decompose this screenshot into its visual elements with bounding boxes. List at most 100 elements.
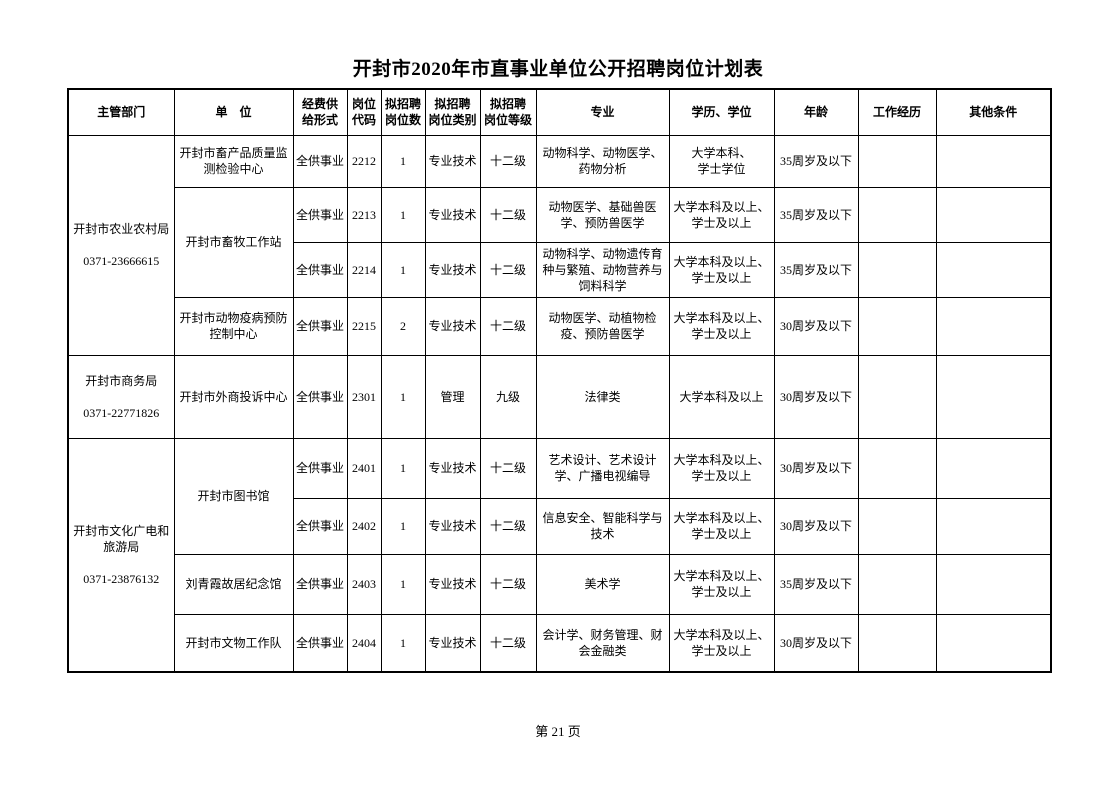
- unit-cell: 开封市畜产品质量监测检验中心: [173, 134, 294, 188]
- funding-cell: 全供事业: [292, 296, 348, 356]
- table-row: 开封市商务局 0371-22771826 开封市外商投诉中心 全供事业 2301…: [67, 354, 1052, 439]
- code-cell: 2301: [346, 354, 382, 439]
- experience-cell: [857, 553, 937, 615]
- major-cell: 动物科学、动物遗传育种与繁殖、动物营养与饲料科学: [535, 241, 670, 298]
- funding-cell: 全供事业: [292, 241, 348, 298]
- age-cell: 35周岁及以下: [773, 134, 859, 188]
- funding-cell: 全供事业: [292, 134, 348, 188]
- col-header-grade: 拟招聘 岗位等级: [479, 88, 537, 136]
- code-cell: 2214: [346, 241, 382, 298]
- major-cell: 动物医学、动植物检疫、预防兽医学: [535, 296, 670, 356]
- other-cell: [935, 497, 1052, 555]
- funding-cell: 全供事业: [292, 186, 348, 243]
- code-cell: 2402: [346, 497, 382, 555]
- count-cell: 1: [380, 241, 426, 298]
- grade-cell: 十二级: [479, 613, 537, 673]
- education-cell: 大学本科及以上: [668, 354, 775, 439]
- experience-cell: [857, 497, 937, 555]
- table-row: 刘青霞故居纪念馆 全供事业 2403 1 专业技术 十二级 美术学 大学本科及以…: [68, 553, 1052, 615]
- table-row: 开封市畜牧工作站 全供事业 2213 1 专业技术 十二级 动物医学、基础兽医学…: [68, 186, 1052, 298]
- recruitment-plan-table: 主管部门 单 位 经费供 给形式 岗位 代码 拟招聘 岗位数 拟招聘 岗位类别 …: [67, 88, 1052, 673]
- code-cell: 2401: [346, 437, 382, 499]
- col-header-count: 拟招聘 岗位数: [380, 88, 426, 136]
- other-cell: [935, 613, 1052, 673]
- other-cell: [935, 186, 1052, 243]
- count-cell: 1: [380, 553, 426, 615]
- col-header-code: 岗位 代码: [346, 88, 382, 136]
- funding-cell: 全供事业: [292, 354, 348, 439]
- grade-cell: 九级: [479, 354, 537, 439]
- grade-cell: 十二级: [479, 497, 537, 555]
- grade-cell: 十二级: [479, 553, 537, 615]
- category-cell: 专业技术: [424, 437, 481, 499]
- table-row: 开封市文化广电和旅游局 0371-23876132 开封市图书馆 全供事业 24…: [67, 437, 1052, 673]
- dept-cell: 开封市商务局 0371-22771826: [67, 354, 175, 439]
- dept-name: 开封市商务局: [85, 373, 158, 388]
- col-header-education: 学历、学位: [668, 88, 775, 136]
- education-cell: 大学本科及以上、学士及以上: [668, 186, 775, 243]
- education-cell: 大学本科及以上、学士及以上: [668, 497, 775, 555]
- experience-cell: [857, 134, 937, 188]
- age-cell: 35周岁及以下: [773, 241, 859, 298]
- age-cell: 35周岁及以下: [773, 553, 859, 615]
- code-cell: 2404: [346, 613, 382, 673]
- unit-cell: 开封市外商投诉中心: [173, 354, 294, 439]
- count-cell: 2: [380, 296, 426, 356]
- experience-cell: [857, 241, 937, 298]
- experience-cell: [857, 354, 937, 439]
- page-title: 开封市2020年市直事业单位公开招聘岗位计划表: [352, 59, 764, 80]
- col-header-funding: 经费供 给形式: [292, 88, 348, 136]
- education-cell: 大学本科及以上、学士及以上: [668, 437, 775, 499]
- other-cell: [935, 134, 1052, 188]
- grade-cell: 十二级: [479, 437, 537, 499]
- major-cell: 法律类: [535, 354, 670, 439]
- age-cell: 30周岁及以下: [773, 354, 859, 439]
- grade-cell: 十二级: [479, 241, 537, 298]
- count-cell: 1: [380, 134, 426, 188]
- code-cell: 2213: [346, 186, 382, 243]
- code-cell: 2215: [346, 296, 382, 356]
- category-cell: 专业技术: [424, 613, 481, 673]
- code-cell: 2403: [346, 553, 382, 615]
- major-cell: 动物医学、基础兽医学、预防兽医学: [535, 186, 670, 243]
- grade-cell: 十二级: [479, 134, 537, 188]
- count-cell: 1: [380, 186, 426, 243]
- funding-cell: 全供事业: [292, 613, 348, 673]
- category-cell: 专业技术: [424, 553, 481, 615]
- category-cell: 专业技术: [424, 186, 481, 243]
- page-number: 第 21 页: [535, 724, 581, 739]
- other-cell: [935, 241, 1052, 298]
- col-header-category: 拟招聘 岗位类别: [424, 88, 481, 136]
- count-cell: 1: [380, 354, 426, 439]
- dept-cell: 开封市农业农村局 0371-23666615: [67, 134, 175, 356]
- dept-name: 开封市文化广电和旅游局: [73, 523, 170, 554]
- dept-name: 开封市农业农村局: [73, 222, 170, 236]
- count-cell: 1: [380, 497, 426, 555]
- unit-cell: 开封市图书馆: [173, 437, 294, 555]
- table-row: 开封市动物疫病预防控制中心 全供事业 2215 2 专业技术 十二级 动物医学、…: [68, 296, 1052, 356]
- col-header-major: 专业: [535, 88, 670, 136]
- other-cell: [935, 296, 1052, 356]
- category-cell: 专业技术: [424, 296, 481, 356]
- age-cell: 30周岁及以下: [773, 497, 859, 555]
- table-row: 开封市文物工作队 全供事业 2404 1 专业技术 十二级 会计学、财务管理、财…: [68, 613, 1052, 673]
- education-cell: 大学本科及以上、学士及以上: [668, 553, 775, 615]
- dept-cell: 开封市文化广电和旅游局 0371-23876132: [67, 437, 175, 673]
- header-row: 主管部门 单 位 经费供 给形式 岗位 代码 拟招聘 岗位数 拟招聘 岗位类别 …: [67, 88, 1052, 136]
- other-cell: [935, 354, 1052, 439]
- age-cell: 30周岁及以下: [773, 613, 859, 673]
- category-cell: 管理: [424, 354, 481, 439]
- other-cell: [935, 553, 1052, 615]
- major-cell: 美术学: [535, 553, 670, 615]
- dept-phone: 0371-23876132: [83, 571, 160, 586]
- experience-cell: [857, 186, 937, 243]
- major-cell: 动物科学、动物医学、药物分析: [535, 134, 670, 188]
- major-cell: 会计学、财务管理、财会金融类: [535, 613, 670, 673]
- col-header-other: 其他条件: [935, 88, 1052, 136]
- funding-cell: 全供事业: [292, 497, 348, 555]
- col-header-dept: 主管部门: [67, 88, 175, 136]
- grade-cell: 十二级: [479, 296, 537, 356]
- category-cell: 专业技术: [424, 241, 481, 298]
- funding-cell: 全供事业: [292, 553, 348, 615]
- experience-cell: [857, 613, 937, 673]
